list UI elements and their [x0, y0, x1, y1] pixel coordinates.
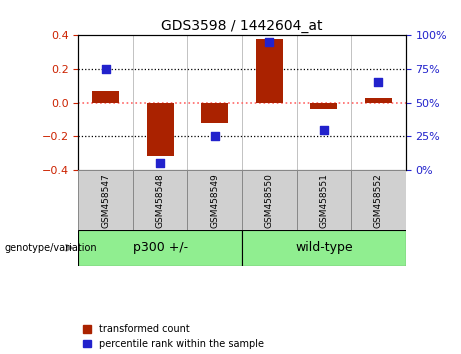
Bar [78, 230, 242, 266]
Text: GSM458551: GSM458551 [319, 173, 328, 228]
Title: GDS3598 / 1442604_at: GDS3598 / 1442604_at [161, 19, 323, 33]
Bar [296, 170, 351, 230]
Text: GSM458552: GSM458552 [374, 173, 383, 228]
Point [211, 133, 219, 139]
Bar [188, 170, 242, 230]
Bar [133, 170, 188, 230]
Bar [201, 103, 228, 123]
Text: GSM458547: GSM458547 [101, 173, 110, 228]
Point [157, 160, 164, 166]
Text: GSM458548: GSM458548 [156, 173, 165, 228]
Bar [256, 39, 283, 103]
Text: GSM458550: GSM458550 [265, 173, 274, 228]
Text: GSM458549: GSM458549 [210, 173, 219, 228]
Bar [310, 103, 337, 109]
Text: wild-type: wild-type [295, 241, 353, 254]
Point [375, 80, 382, 85]
Text: genotype/variation: genotype/variation [5, 243, 97, 253]
Bar [242, 230, 406, 266]
Bar [78, 170, 133, 230]
Text: p300 +/-: p300 +/- [133, 241, 188, 254]
Bar [365, 98, 392, 103]
Bar [351, 170, 406, 230]
Bar [242, 170, 296, 230]
Point [266, 39, 273, 45]
Bar [147, 103, 174, 156]
Point [102, 66, 109, 72]
Bar [92, 91, 119, 103]
Point [320, 127, 327, 132]
Legend: transformed count, percentile rank within the sample: transformed count, percentile rank withi… [83, 324, 264, 349]
